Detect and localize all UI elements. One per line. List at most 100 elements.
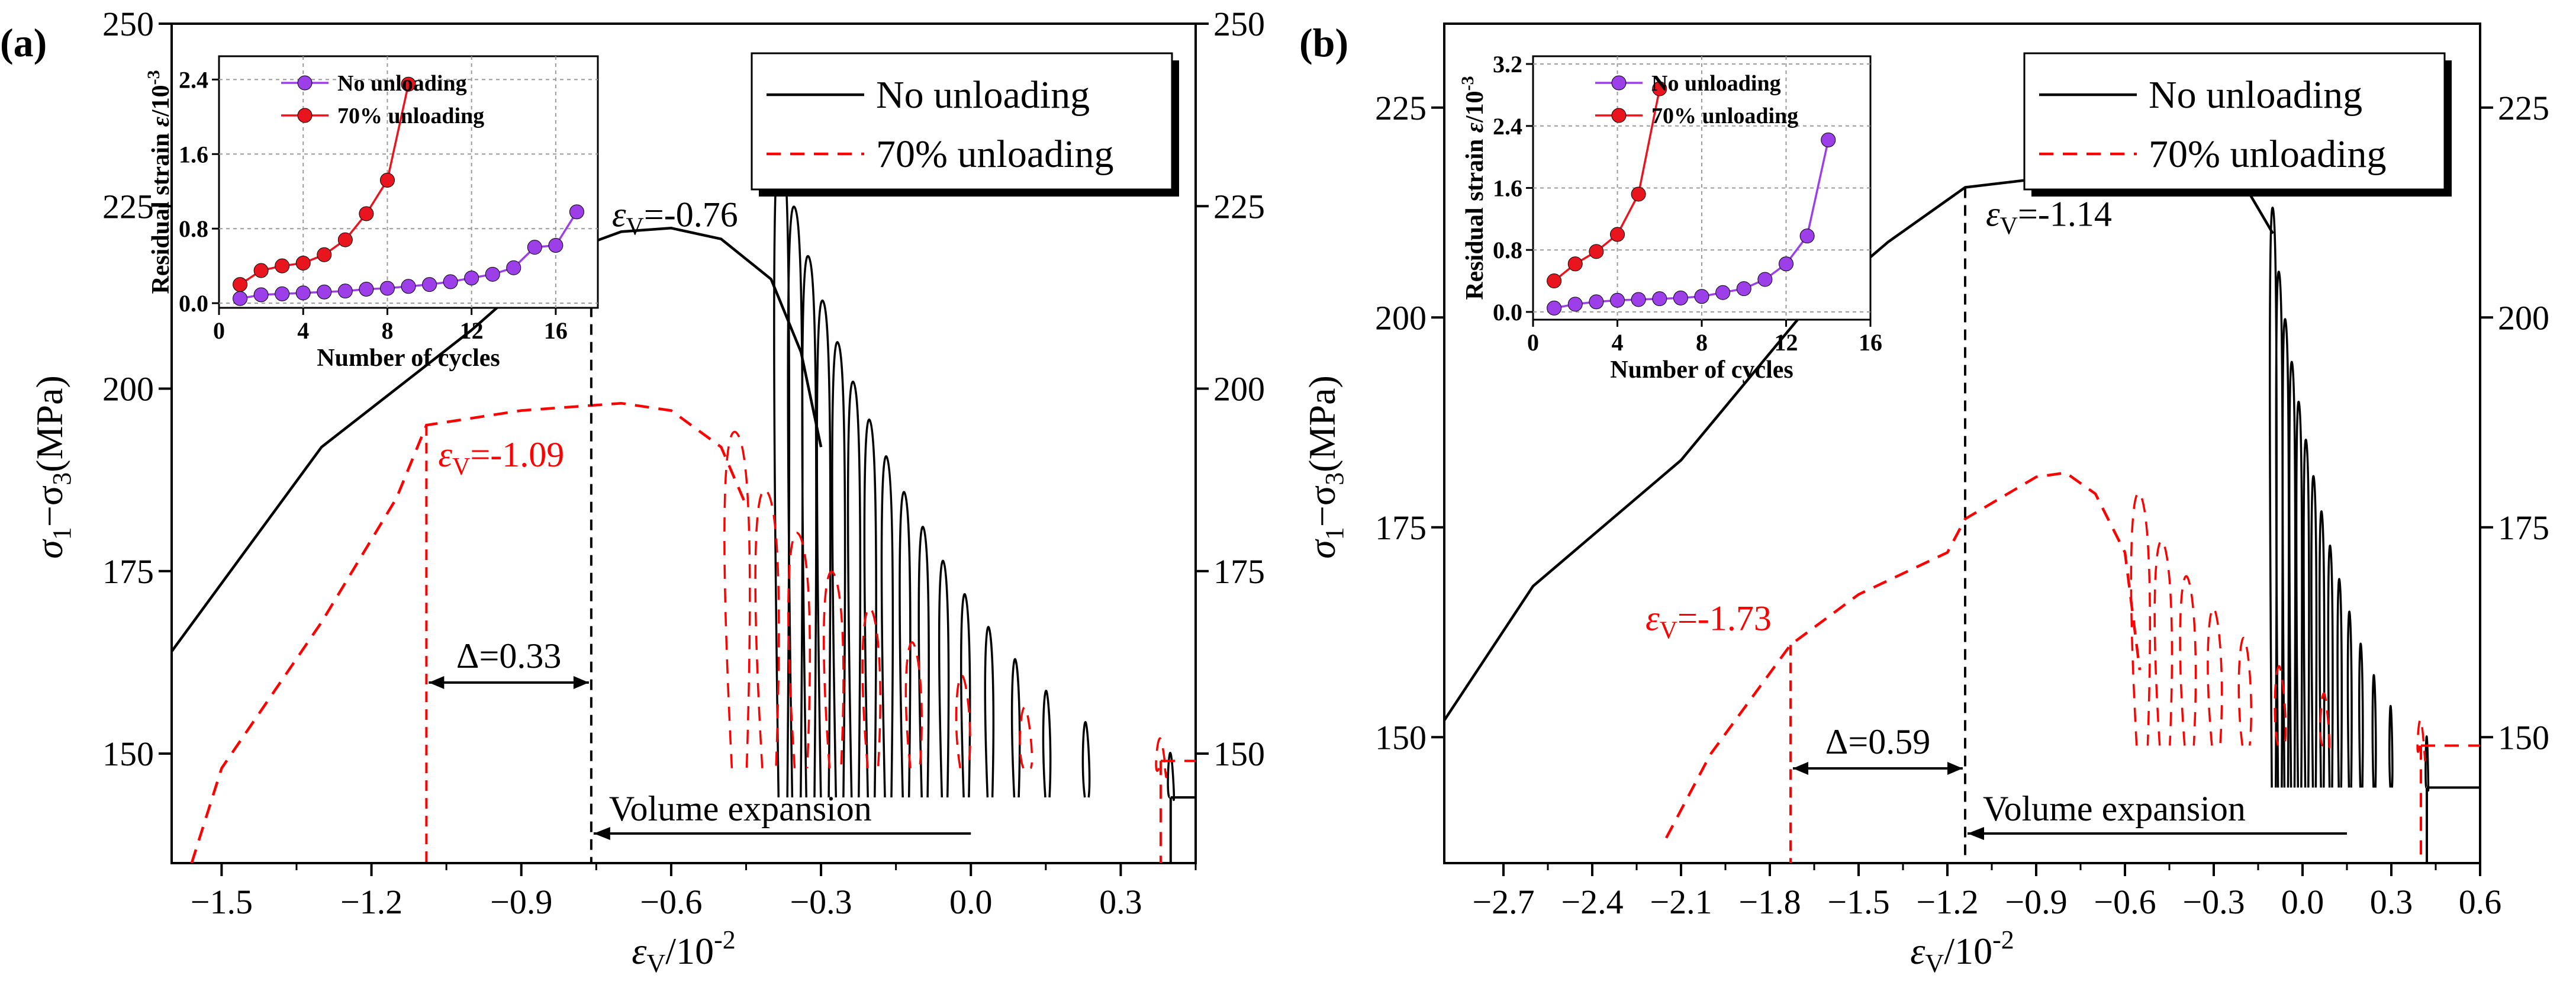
plot-frame	[170, 22, 1197, 864]
panel-label: (a)	[0, 20, 47, 65]
x-tick-label: 0.0	[2281, 883, 2324, 921]
no-unloading-cycle	[2303, 439, 2310, 788]
unloading-70-cycle	[1019, 706, 1033, 770]
no-unloading-cycle	[2318, 510, 2326, 788]
inset-point-no-unloading	[1567, 297, 1583, 312]
no-unloading-cycle	[960, 593, 971, 798]
inset-x-axis-title: Number of cycles	[317, 345, 500, 372]
inset-x-tick-label: 12	[460, 317, 484, 344]
inset-point-no-unloading	[1694, 289, 1709, 304]
y-tick-label-left: 200	[102, 370, 154, 408]
legend-shadow-right	[1172, 60, 1179, 197]
no-unloading-cycle	[2295, 401, 2303, 788]
legend-shadow-right	[2445, 60, 2452, 197]
no-unloading-cycle	[2388, 704, 2394, 788]
inset-point-unloading-70	[233, 277, 248, 292]
inset-point-no-unloading	[275, 286, 290, 301]
inset-point-unloading-70	[1652, 81, 1667, 96]
inset-legend-marker	[1611, 75, 1627, 91]
legend-shadow-bottom	[2031, 189, 2452, 197]
unloading-70-cycle	[2130, 492, 2152, 746]
no-unloading-cycle	[938, 559, 950, 798]
inset-point-no-unloading	[527, 240, 542, 255]
y-tick-label-right: 225	[1213, 187, 1265, 226]
inset-x-axis-title: Number of cycles	[1610, 356, 1793, 384]
inset-point-unloading-70	[1567, 256, 1583, 272]
inset-point-unloading-70	[253, 263, 269, 278]
inset-x-tick-label: 8	[1696, 329, 1708, 356]
no-unloading-cycle	[2371, 674, 2377, 788]
inset-chart: 0 4 8 12 16 0.0 0.8 1.6 2.4 3.2 Number of cycles Re…	[1458, 51, 1882, 384]
plot-frame	[1443, 22, 2481, 864]
inset-point-no-unloading	[337, 284, 353, 299]
inset-point-no-unloading	[569, 204, 584, 220]
inset-x-tick-label: 16	[544, 317, 568, 344]
no-unloading-cycle	[863, 419, 877, 798]
no-unloading-cycle	[984, 626, 995, 798]
inset-point-no-unloading	[317, 284, 332, 300]
delta-arrowhead-left	[1793, 762, 1808, 775]
no-unloading-cycle	[1010, 658, 1021, 798]
unloading-70-cycle	[2179, 575, 2197, 746]
y-tick-label-right: 150	[2498, 718, 2549, 757]
delta-arrowhead-right	[573, 676, 589, 689]
unloading-70-cycle	[2416, 718, 2426, 762]
x-tick-label: −2.1	[1650, 883, 1712, 921]
inset-x-tick-label: 4	[297, 317, 309, 344]
no-unloading-cycle	[2358, 642, 2364, 788]
y-tick-label-right: 200	[1213, 370, 1265, 408]
plot-area	[172, 139, 1196, 863]
x-tick-label: −0.6	[640, 883, 702, 921]
delta-arrowhead-right	[1947, 762, 1963, 775]
x-tick-label: −2.4	[1561, 883, 1623, 921]
x-tick-label: −0.3	[2182, 883, 2245, 921]
inset-point-unloading-70	[295, 255, 311, 271]
chart-panel-b: (b) −2.7 −2.4 −2.1 −1.8 −1.5 −1.2 −0.9 −0.6 −0.3 0…	[1299, 20, 2549, 978]
legend-label: No unloading	[2149, 73, 2362, 117]
panel-label: (b)	[1299, 20, 1348, 65]
no-unloading-cycle	[2327, 544, 2334, 788]
y-tick-label-right: 200	[2498, 298, 2549, 337]
no-unloading-cycle	[2288, 361, 2297, 788]
inset-point-no-unloading	[1715, 285, 1731, 300]
unloading-70-cycle	[2153, 539, 2174, 746]
inset-legend-marker	[1611, 108, 1627, 123]
inset-legend-label: No unloading	[1651, 71, 1781, 96]
inset-point-no-unloading	[379, 281, 395, 296]
legend-shadow-bottom	[759, 189, 1179, 197]
inset-x-tick-label: 4	[1612, 329, 1624, 356]
inset-x-tick-label: 12	[1775, 329, 1798, 356]
unloading-strain-label: εV=-1.73	[1646, 598, 1772, 644]
no-unloading-cycle	[2275, 271, 2284, 788]
inset-point-no-unloading	[1799, 229, 1815, 244]
inset-point-no-unloading	[1631, 292, 1646, 307]
unloading-70-cycle	[955, 674, 971, 768]
x-axis-title: εV/10-2	[1910, 925, 2014, 978]
inset-point-no-unloading	[1757, 272, 1773, 287]
inset-point-no-unloading	[1779, 256, 1793, 272]
x-tick-label: 0.3	[2370, 883, 2413, 921]
unloading-70-cycle	[2319, 692, 2331, 749]
inset-point-unloading-70	[1589, 244, 1604, 259]
inset-point-no-unloading	[464, 271, 479, 286]
volume-expansion-label: Volume expansion	[609, 789, 872, 828]
inset-point-no-unloading	[506, 260, 521, 275]
no-unloading-cycle	[816, 299, 832, 798]
no-unloading-strain-label: εV=-0.76	[612, 195, 738, 241]
no-unloading-envelope	[172, 227, 823, 652]
x-tick-label: −1.5	[1827, 883, 1889, 921]
inset-point-no-unloading	[548, 238, 564, 253]
x-tick-label: −0.3	[790, 883, 852, 921]
inset-chart: 0 4 8 12 16 0.0 0.8 1.6 2.4 Number of cycles Resid…	[144, 55, 599, 372]
x-tick-label: −2.7	[1472, 883, 1534, 921]
no-unloading-cycle	[917, 526, 930, 798]
volume-expansion-label: Volume expansion	[1983, 789, 2246, 828]
no-unloading-cycle	[2346, 610, 2353, 788]
y-tick-label-left: 175	[102, 552, 154, 591]
inset-point-no-unloading	[295, 285, 311, 301]
legend-label: 70% unloading	[876, 133, 1113, 176]
legend-label: 70% unloading	[2149, 133, 2386, 176]
inset-point-unloading-70	[317, 247, 332, 262]
inset-point-unloading-70	[275, 258, 290, 273]
